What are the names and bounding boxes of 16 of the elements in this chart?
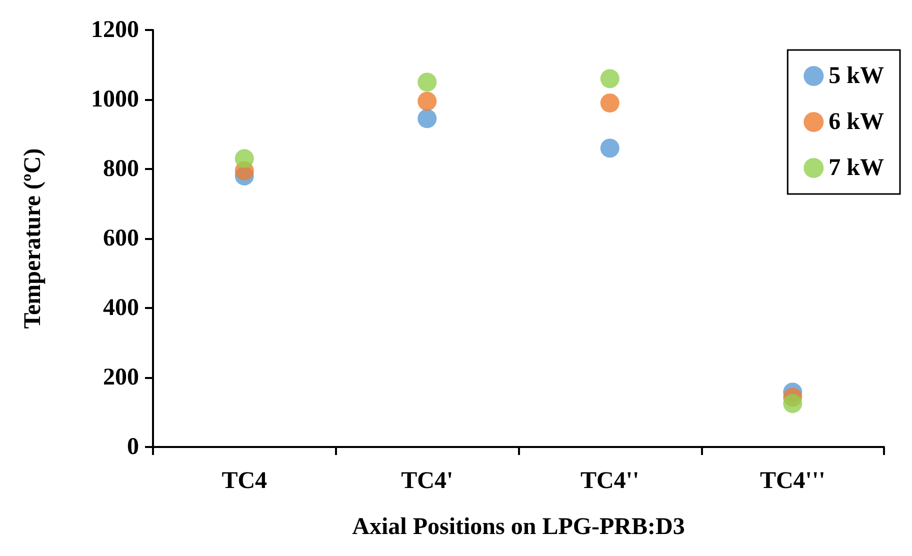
y-tick-label: 1200 <box>91 17 139 43</box>
legend-label: 5 kW <box>828 63 884 89</box>
x-tick-label: TC4''' <box>760 468 826 494</box>
y-tick-label: 200 <box>103 364 139 390</box>
x-tick-label: TC4 <box>222 468 268 494</box>
legend-label: 6 kW <box>828 109 884 135</box>
x-tick-label: TC4' <box>401 468 454 494</box>
y-tick-label: 0 <box>127 434 139 460</box>
y-tick-label: 600 <box>103 226 139 252</box>
legend-label: 7 kW <box>828 155 884 181</box>
x-axis-title: Axial Positions on LPG-PRB:D3 <box>352 514 685 540</box>
y-tick-label: 400 <box>103 295 139 321</box>
y-axis-title: Temperature (ºC) <box>20 148 46 329</box>
y-tick-label: 800 <box>103 156 139 182</box>
y-tick-label: 1000 <box>91 86 139 112</box>
x-tick-label: TC4'' <box>580 468 640 494</box>
